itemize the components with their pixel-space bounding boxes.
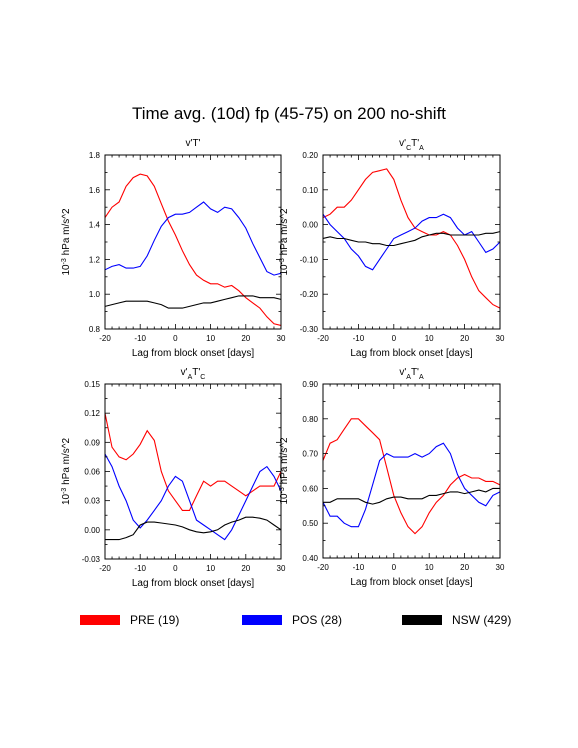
x-tick-label: 20 [460,563,469,572]
x-tick-label: 20 [241,564,250,573]
chart-panel-3: -20 -10 0 10 20 30 -0.03 0.00 0.03 0.06 0.09 0.12 0.… [61,367,286,589]
x-tick-label: 0 [173,564,178,573]
y-tick-label: 0.90 [302,380,318,389]
panel-title: v'AT'C [181,367,206,381]
y-tick-label: 0.70 [302,450,318,459]
y-tick-label: -0.20 [300,290,319,299]
series-line-pre [105,173,281,327]
legend-swatch-nsw [402,615,442,625]
legend-item-pos: POS (28) [242,612,342,628]
x-tick-label: -20 [317,334,329,343]
x-tick-label: -10 [353,563,365,572]
x-tick-label: 10 [425,334,434,343]
y-tick-label: 0.20 [302,151,318,160]
panel-title: v'T' [186,138,201,149]
series-line-pre [323,418,500,535]
series-line-pos [323,442,500,528]
y-tick-label: 0.60 [302,484,318,493]
plot-frame [104,383,282,560]
y-tick-label: 0.40 [302,554,318,563]
figure-title: Time avg. (10d) fp (45-75) on 200 no-shi… [131,104,447,123]
x-axis-label: Lag from block onset [days] [132,348,255,359]
legend-label-pos: POS (28) [292,613,343,627]
x-tick-label: 10 [206,334,215,343]
legend-label-nsw: NSW (429) [452,613,512,627]
plot-frame [322,154,501,330]
y-tick-label: 0.00 [302,221,318,230]
legend-swatch-pos [242,615,282,625]
series-line-pre [323,168,500,309]
y-tick-label: 0.80 [302,415,318,424]
y-axis-label: 10-3 hPa m/s^2 [61,438,73,506]
x-tick-label: 20 [241,334,250,343]
legend-item-nsw: NSW (429) [402,612,511,628]
legend-label-pre: PRE (19) [130,613,180,627]
y-axis-label: 10-3 hPa m/s^2 [61,208,73,276]
y-tick-label: 0.15 [84,380,100,389]
chart-panel-1: -20 -10 0 10 20 30 0.8 1.0 1.2 1.4 1.6 1.8 v'T' Lag f… [61,138,286,359]
y-tick-label: 0.8 [89,325,101,334]
y-tick-label: 0.10 [302,186,318,195]
x-tick-label: 0 [392,334,397,343]
y-axis-label: 10-3 hPa m/s^2 [279,437,291,505]
x-tick-label: -10 [134,334,146,343]
x-tick-label: 20 [460,334,469,343]
y-tick-label: 0.50 [302,519,318,528]
series-line-nsw [323,231,500,247]
x-axis-label: Lag from block onset [days] [132,578,255,589]
y-tick-label: 1.4 [89,221,101,230]
panel-title: v'AT'A [399,367,424,381]
y-tick-label: -0.03 [82,555,101,564]
x-tick-label: 30 [277,334,286,343]
legend-swatch-pre [80,615,120,625]
chart-panel-2: -20 -10 0 10 20 30 -0.30 -0.20 -0.10 0.00 0.10 0.20… [279,138,505,359]
y-tick-label: 1.6 [89,186,101,195]
chart-panel-4: -20 -10 0 10 20 30 0.40 0.50 0.60 0.70 0.80 0.90 v'A… [279,367,505,588]
y-tick-label: 0.06 [84,468,100,477]
x-tick-label: -20 [317,563,329,572]
x-tick-label: 30 [277,564,286,573]
series-line-nsw [105,516,281,541]
x-tick-label: -20 [99,564,111,573]
x-tick-label: 30 [496,334,505,343]
series-line-pos [323,213,500,271]
series-line-nsw [323,487,500,505]
plot-frame [104,154,282,330]
y-tick-label: 0.12 [84,409,100,418]
series-line-pre [105,413,281,511]
x-tick-label: -10 [134,564,146,573]
x-tick-label: -10 [353,334,365,343]
x-tick-label: 0 [392,563,397,572]
x-tick-label: 10 [425,563,434,572]
x-axis-label: Lag from block onset [days] [350,577,473,588]
panel-title: v'CT'A [399,138,424,152]
series-line-nsw [105,295,281,309]
legend-item-pre: PRE (19) [80,612,179,628]
series-line-pos [105,453,281,541]
y-tick-label: 0.00 [84,526,100,535]
x-axis-label: Lag from block onset [days] [350,348,473,359]
y-tick-label: 0.03 [84,497,100,506]
series-line-pos [105,201,281,276]
y-tick-label: 1.8 [89,151,101,160]
y-tick-label: -0.10 [300,255,319,264]
x-tick-label: 0 [173,334,178,343]
x-tick-label: 10 [206,564,215,573]
x-tick-label: -20 [99,334,111,343]
y-tick-label: 0.09 [84,438,100,447]
y-tick-label: 1.2 [89,255,101,264]
x-tick-label: 30 [496,563,505,572]
y-tick-label: -0.30 [300,325,319,334]
plot-frame [322,383,501,559]
y-axis-label: 10-3 hPa m/s^2 [279,208,291,276]
y-tick-label: 1.0 [89,290,101,299]
